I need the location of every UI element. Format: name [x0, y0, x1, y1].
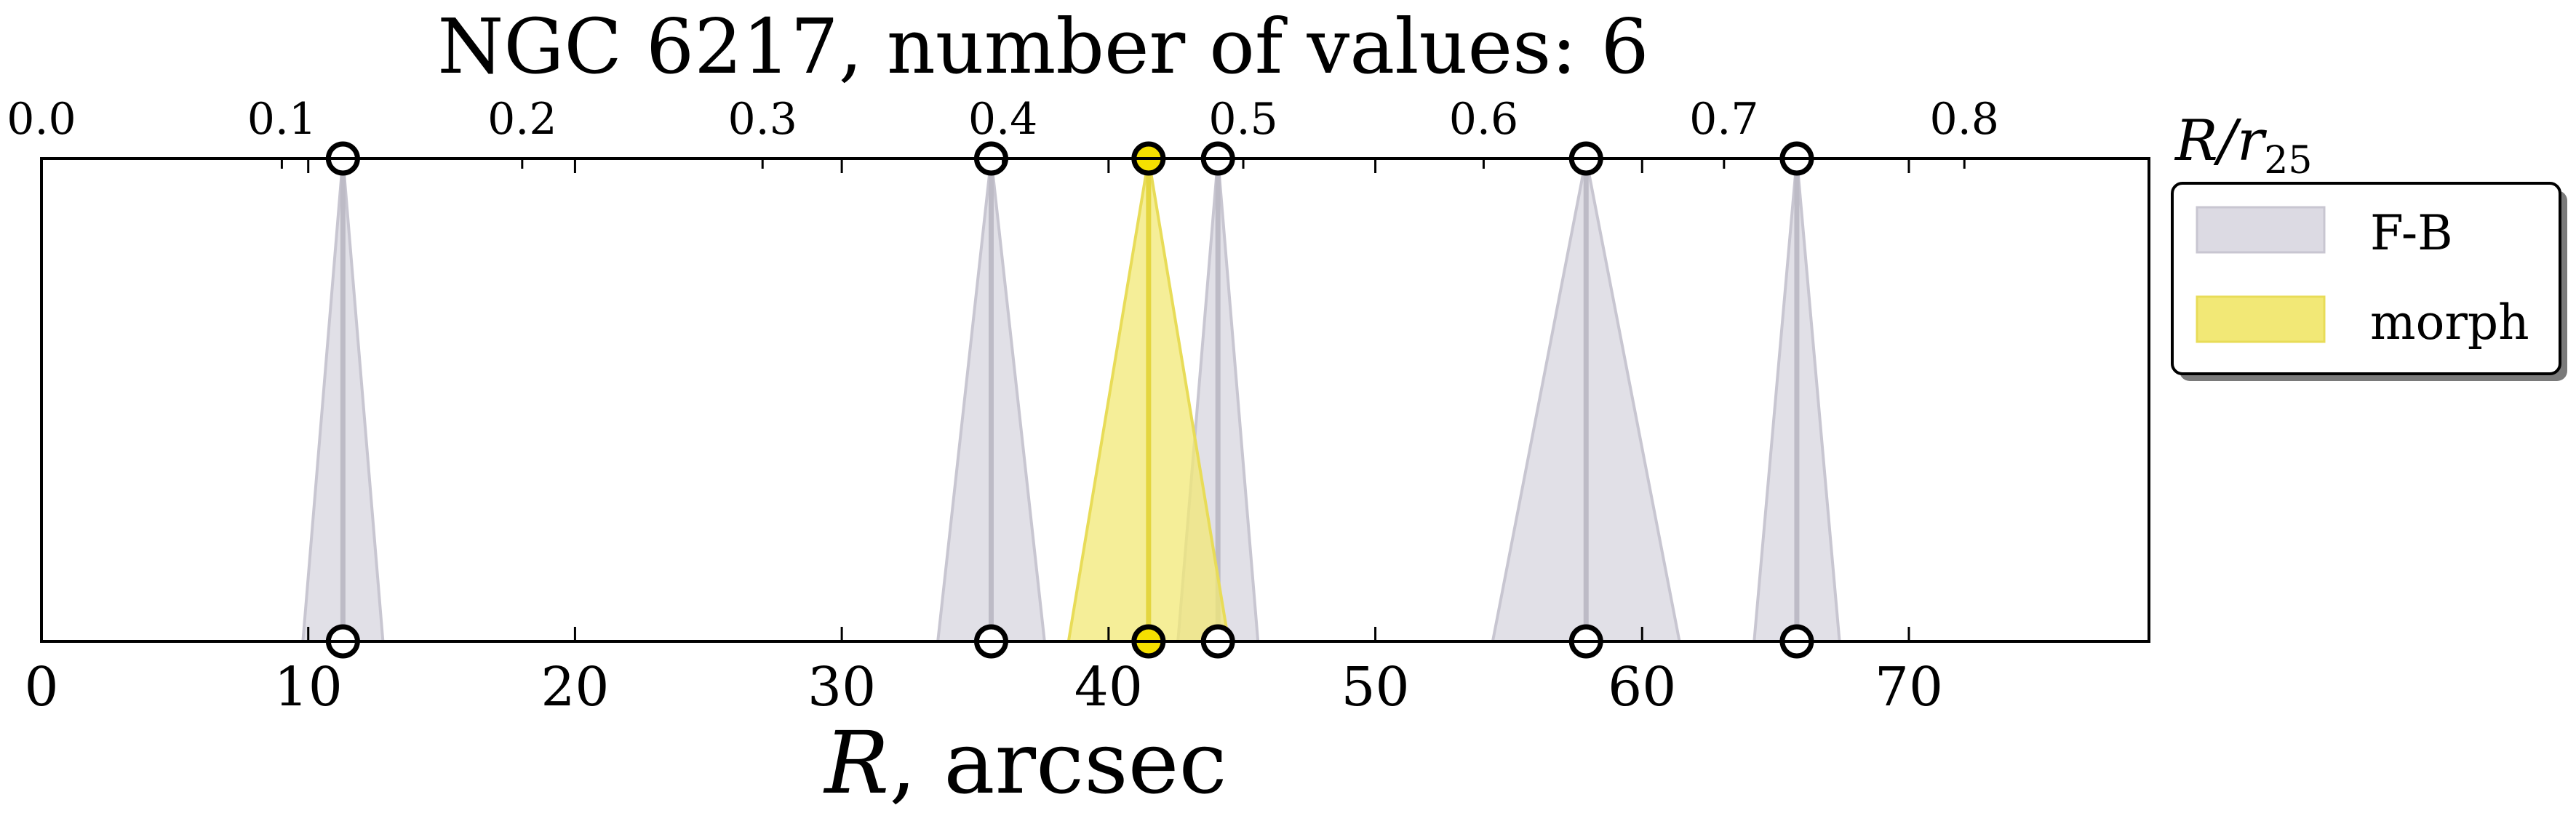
chart-title: NGC 6217, number of values: 6 [437, 2, 1648, 91]
top-tick-label-3: 0.3 [728, 94, 797, 145]
x-tick-label-7: 70 [1875, 656, 1943, 718]
top-axis-label-sub: 25 [2264, 139, 2312, 183]
x-tick-label-2: 20 [541, 656, 609, 718]
top-tick-label-8: 0.8 [1930, 94, 1999, 145]
x-axis-label: R, arcsec [823, 713, 1227, 813]
x-tick-label-3: 30 [808, 656, 876, 718]
top-tick-label-7: 0.7 [1689, 94, 1758, 145]
legend-swatch-fb [2196, 206, 2326, 254]
x-axis-label-rest: , arcsec [889, 713, 1227, 813]
legend-label-fb: F-B [2370, 205, 2453, 261]
top-tick-label-5: 0.5 [1208, 94, 1277, 145]
x-tick-label-1: 10 [274, 656, 343, 718]
plot-frame [40, 157, 2150, 643]
x-tick-label-0: 0 [24, 656, 58, 718]
x-axis-ticks: 0 10 20 30 40 50 60 70 [24, 159, 1943, 718]
legend-label-morph: morph [2370, 295, 2529, 351]
x-tick-label-6: 60 [1608, 656, 1676, 718]
x-tick-label-5: 50 [1341, 656, 1409, 718]
top-axis-label-main: R/r [2174, 108, 2268, 174]
top-tick-label-0: 0.0 [7, 94, 76, 145]
error-bands [301, 158, 1841, 643]
x-axis-label-italic: R [823, 713, 889, 813]
top-tick-label-6: 0.6 [1449, 94, 1518, 145]
legend: F-B morph [2171, 182, 2567, 381]
top-tick-label-2: 0.2 [487, 94, 557, 145]
legend-swatch-morph [2196, 295, 2326, 343]
top-tick-label-1: 0.1 [247, 94, 316, 145]
top-tick-label-4: 0.4 [968, 94, 1037, 145]
x-tick-label-4: 40 [1074, 656, 1143, 718]
top-axis-ticks: 0.0 0.1 0.2 0.3 0.4 0.5 0.6 0.7 0.8 [7, 94, 1999, 169]
top-axis-label: R/r25 [2174, 108, 2312, 183]
